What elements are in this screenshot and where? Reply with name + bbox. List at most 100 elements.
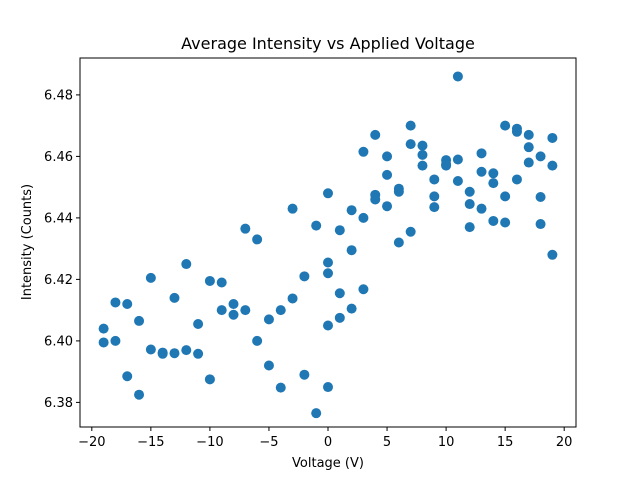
data-point-11 bbox=[157, 348, 168, 359]
data-point-3 bbox=[110, 335, 121, 346]
data-point-54 bbox=[370, 194, 381, 205]
data-point-34 bbox=[299, 271, 310, 282]
data-point-62 bbox=[405, 139, 416, 150]
data-point-75 bbox=[452, 176, 463, 186]
data-point-39 bbox=[323, 257, 333, 268]
points-layer bbox=[98, 71, 558, 419]
x-tick-label: 15 bbox=[497, 435, 514, 450]
data-point-78 bbox=[464, 222, 475, 233]
data-point-91 bbox=[523, 129, 534, 140]
data-point-67 bbox=[429, 174, 440, 185]
y-tick-label: 6.38 bbox=[44, 396, 73, 411]
y-tick-label: 6.46 bbox=[44, 150, 73, 165]
data-point-43 bbox=[334, 225, 345, 236]
data-point-41 bbox=[323, 320, 333, 331]
data-point-77 bbox=[464, 199, 475, 210]
data-point-32 bbox=[287, 203, 298, 214]
x-tick-label: 20 bbox=[556, 435, 573, 450]
data-point-40 bbox=[323, 268, 333, 279]
data-point-68 bbox=[429, 191, 440, 202]
x-tick-label: −10 bbox=[196, 435, 223, 450]
data-point-94 bbox=[535, 151, 546, 162]
x-tick-label: −5 bbox=[259, 435, 278, 450]
data-point-98 bbox=[547, 160, 558, 171]
data-point-50 bbox=[358, 212, 369, 223]
data-point-16 bbox=[193, 318, 204, 329]
data-point-65 bbox=[417, 149, 428, 160]
data-point-6 bbox=[134, 315, 145, 326]
data-point-80 bbox=[476, 166, 487, 177]
data-point-15 bbox=[181, 345, 192, 356]
data-point-55 bbox=[382, 151, 393, 162]
data-point-51 bbox=[358, 284, 369, 295]
data-point-19 bbox=[204, 374, 215, 385]
data-point-66 bbox=[417, 160, 428, 171]
x-tick-label: −15 bbox=[137, 435, 164, 450]
data-point-59 bbox=[393, 186, 404, 197]
data-point-14 bbox=[181, 259, 192, 270]
data-point-74 bbox=[452, 154, 463, 165]
x-axis-label: Voltage (V) bbox=[292, 456, 364, 471]
data-point-92 bbox=[523, 142, 534, 153]
y-tick-label: 6.40 bbox=[44, 334, 73, 349]
data-point-31 bbox=[275, 382, 286, 393]
data-point-46 bbox=[346, 205, 357, 216]
data-point-69 bbox=[429, 202, 440, 213]
data-point-0 bbox=[98, 323, 109, 334]
data-point-49 bbox=[358, 146, 369, 157]
data-point-47 bbox=[346, 245, 357, 256]
data-point-86 bbox=[500, 191, 511, 202]
data-point-64 bbox=[417, 140, 428, 151]
data-point-76 bbox=[464, 186, 475, 197]
data-point-60 bbox=[393, 237, 404, 248]
chart-title: Average Intensity vs Applied Voltage bbox=[181, 34, 475, 53]
x-axis: −20 −15 −10 −5 0 5 10 15 20 bbox=[78, 427, 572, 450]
data-point-57 bbox=[382, 201, 393, 212]
data-point-44 bbox=[334, 288, 345, 299]
data-point-45 bbox=[334, 312, 345, 323]
y-axis-label: Intensity (Counts) bbox=[20, 184, 35, 300]
data-point-8 bbox=[145, 272, 156, 283]
data-point-25 bbox=[240, 305, 251, 316]
data-point-89 bbox=[511, 126, 522, 137]
data-point-4 bbox=[122, 299, 133, 309]
data-point-85 bbox=[500, 120, 511, 131]
x-tick-label: −20 bbox=[78, 435, 105, 450]
data-point-22 bbox=[228, 299, 239, 309]
data-point-96 bbox=[535, 219, 546, 230]
data-point-17 bbox=[193, 348, 204, 359]
data-point-73 bbox=[452, 71, 463, 82]
data-point-79 bbox=[476, 148, 487, 159]
data-point-35 bbox=[299, 369, 310, 380]
data-point-28 bbox=[263, 314, 274, 325]
data-point-99 bbox=[547, 249, 558, 260]
y-tick-label: 6.42 bbox=[44, 273, 73, 288]
y-tick-label: 6.48 bbox=[44, 88, 73, 103]
data-point-18 bbox=[204, 275, 215, 286]
data-point-24 bbox=[240, 223, 251, 234]
data-point-83 bbox=[488, 178, 499, 189]
data-point-90 bbox=[511, 174, 522, 185]
data-point-27 bbox=[252, 335, 263, 346]
data-point-7 bbox=[134, 389, 145, 400]
data-point-13 bbox=[169, 348, 180, 359]
data-point-26 bbox=[252, 234, 263, 245]
data-point-12 bbox=[169, 292, 180, 303]
data-point-52 bbox=[370, 129, 381, 140]
data-point-61 bbox=[405, 120, 416, 131]
x-tick-label: 10 bbox=[438, 435, 455, 450]
data-point-81 bbox=[476, 203, 487, 214]
data-point-29 bbox=[263, 360, 274, 371]
data-point-42 bbox=[323, 382, 333, 393]
data-point-63 bbox=[405, 226, 416, 237]
data-point-95 bbox=[535, 191, 546, 202]
data-point-87 bbox=[500, 217, 511, 228]
x-tick-label: 5 bbox=[383, 435, 391, 450]
data-point-23 bbox=[228, 309, 239, 320]
data-point-93 bbox=[523, 157, 534, 168]
data-point-82 bbox=[488, 168, 499, 179]
data-point-36 bbox=[311, 220, 322, 231]
data-point-33 bbox=[287, 293, 298, 304]
